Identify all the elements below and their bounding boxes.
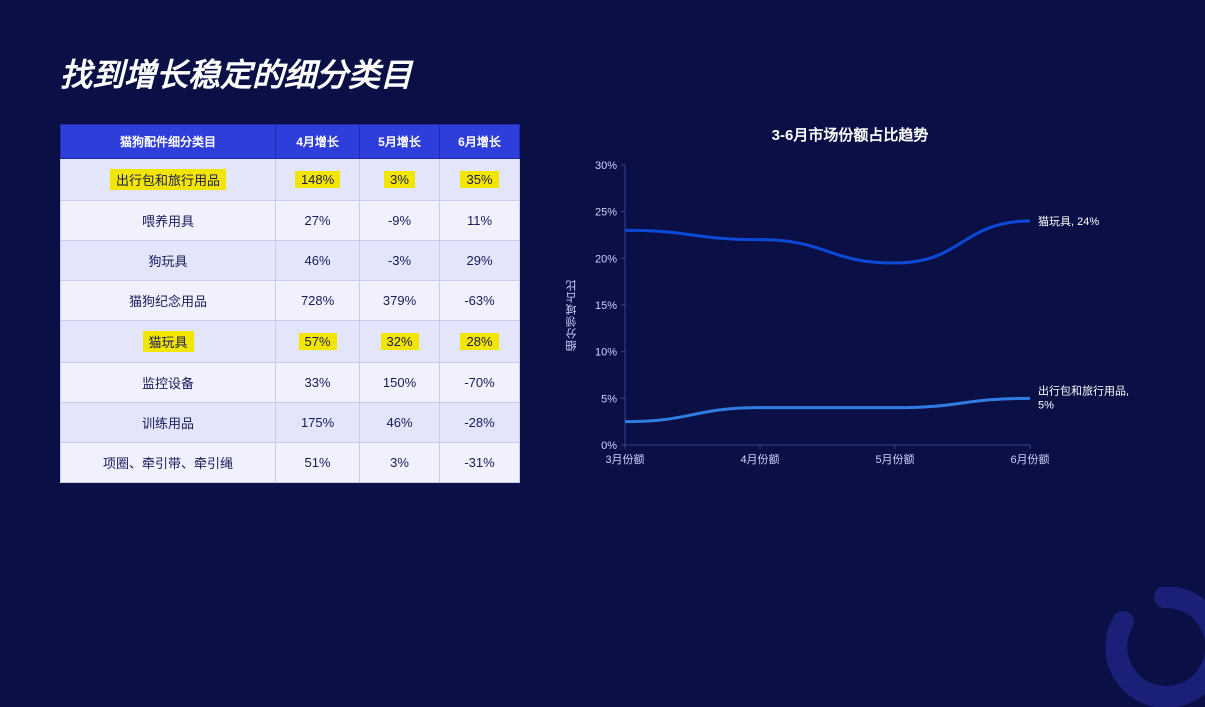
table-cell: 150% <box>360 363 440 403</box>
table-panel: 猫狗配件细分类目4月增长5月增长6月增长 出行包和旅行用品 148% 3% 35% 喂养… <box>60 124 520 504</box>
table-cell: -9% <box>360 201 440 241</box>
logo-swirl-icon <box>1105 587 1205 707</box>
table-cell: 3% <box>360 159 440 201</box>
table-row: 猫狗纪念用品728%379%-63% <box>61 281 520 321</box>
growth-table: 猫狗配件细分类目4月增长5月增长6月增长 出行包和旅行用品 148% 3% 35% 喂养… <box>60 124 520 483</box>
table-row: 狗玩具46%-3%29% <box>61 241 520 281</box>
highlighted-value: 28% <box>460 333 498 350</box>
chart-title: 3-6月市场份额占比趋势 <box>560 124 1140 145</box>
highlighted-value: 148% <box>295 171 340 188</box>
table-cell: 35% <box>440 159 520 201</box>
line-chart-svg: 0% 5% 10% 15% 20% 25% 30% 3月份额 4月份额 5月份额 6月份额 猫玩具, … <box>580 155 1140 475</box>
svg-text:0%: 0% <box>601 440 617 452</box>
svg-text:30%: 30% <box>595 160 617 172</box>
highlighted-value: 3% <box>384 171 415 188</box>
series-line <box>625 398 1030 421</box>
table-cell: 狗玩具 <box>61 241 276 281</box>
table-cell: -63% <box>440 281 520 321</box>
table-cell: 猫玩具 <box>61 321 276 363</box>
table-cell: 训练用品 <box>61 403 276 443</box>
table-cell: -28% <box>440 403 520 443</box>
table-row: 训练用品175%46%-28% <box>61 403 520 443</box>
highlighted-value: 57% <box>299 333 337 350</box>
table-cell: 46% <box>276 241 360 281</box>
table-cell: 喂养用具 <box>61 201 276 241</box>
table-cell: 57% <box>276 321 360 363</box>
svg-text:20%: 20% <box>595 253 617 265</box>
table-row: 出行包和旅行用品 148% 3% 35% <box>61 159 520 201</box>
table-cell: -31% <box>440 443 520 483</box>
col-header-2: 5月增长 <box>360 125 440 159</box>
col-header-1: 4月增长 <box>276 125 360 159</box>
content-row: 猫狗配件细分类目4月增长5月增长6月增长 出行包和旅行用品 148% 3% 35% 喂养… <box>60 124 1145 504</box>
series-end-label: 出行包和旅行用品, <box>1038 383 1129 397</box>
svg-text:5月份额: 5月份额 <box>875 453 914 466</box>
table-cell: 3% <box>360 443 440 483</box>
chart-panel: 3-6月市场份额占比趋势 细分领域占比 0% 5% 10% 15% 20% 25% 30% 3… <box>560 124 1145 504</box>
svg-text:25%: 25% <box>595 207 617 219</box>
svg-text:3月份额: 3月份额 <box>605 453 644 466</box>
series-line <box>625 221 1030 263</box>
table-cell: -3% <box>360 241 440 281</box>
series-end-label: 5% <box>1038 399 1054 411</box>
table-cell: 46% <box>360 403 440 443</box>
table-cell: 148% <box>276 159 360 201</box>
svg-text:10%: 10% <box>595 347 617 359</box>
table-cell: -70% <box>440 363 520 403</box>
svg-text:6月份额: 6月份额 <box>1010 453 1049 466</box>
table-cell: 379% <box>360 281 440 321</box>
table-cell: 项圈、牵引带、牵引绳 <box>61 443 276 483</box>
table-cell: 32% <box>360 321 440 363</box>
table-row: 喂养用具27%-9%11% <box>61 201 520 241</box>
highlighted-value: 出行包和旅行用品 <box>110 169 226 190</box>
col-header-3: 6月增长 <box>440 125 520 159</box>
table-cell: 51% <box>276 443 360 483</box>
highlighted-value: 32% <box>381 333 419 350</box>
chart-plot: 细分领域占比 0%5%10%15%20%25%30%3月份额4月份额5月份额6月… <box>580 155 1140 475</box>
col-header-0: 猫狗配件细分类目 <box>61 125 276 159</box>
table-cell: 27% <box>276 201 360 241</box>
table-cell: 28% <box>440 321 520 363</box>
page-title: 找到增长稳定的细分类目 <box>60 50 1145 96</box>
y-axis-label: 细分领域占比 <box>564 279 580 351</box>
table-cell: 175% <box>276 403 360 443</box>
table-cell: 猫狗纪念用品 <box>61 281 276 321</box>
svg-text:4月份额: 4月份额 <box>740 453 779 466</box>
table-cell: 33% <box>276 363 360 403</box>
table-cell: 29% <box>440 241 520 281</box>
highlighted-value: 猫玩具 <box>143 331 194 352</box>
highlighted-value: 35% <box>460 171 498 188</box>
svg-text:15%: 15% <box>595 300 617 312</box>
table-row: 项圈、牵引带、牵引绳51%3%-31% <box>61 443 520 483</box>
table-cell: 11% <box>440 201 520 241</box>
slide: 找到增长稳定的细分类目 猫狗配件细分类目4月增长5月增长6月增长 出行包和旅行用… <box>0 0 1205 504</box>
table-row: 猫玩具 57% 32% 28% <box>61 321 520 363</box>
table-cell: 出行包和旅行用品 <box>61 159 276 201</box>
table-cell: 监控设备 <box>61 363 276 403</box>
series-end-label: 猫玩具, 24% <box>1038 215 1099 228</box>
chart-wrap: 3-6月市场份额占比趋势 细分领域占比 0% 5% 10% 15% 20% 25% 30% 3… <box>560 124 1140 504</box>
svg-text:5%: 5% <box>601 393 617 405</box>
table-row: 监控设备33%150%-70% <box>61 363 520 403</box>
table-cell: 728% <box>276 281 360 321</box>
